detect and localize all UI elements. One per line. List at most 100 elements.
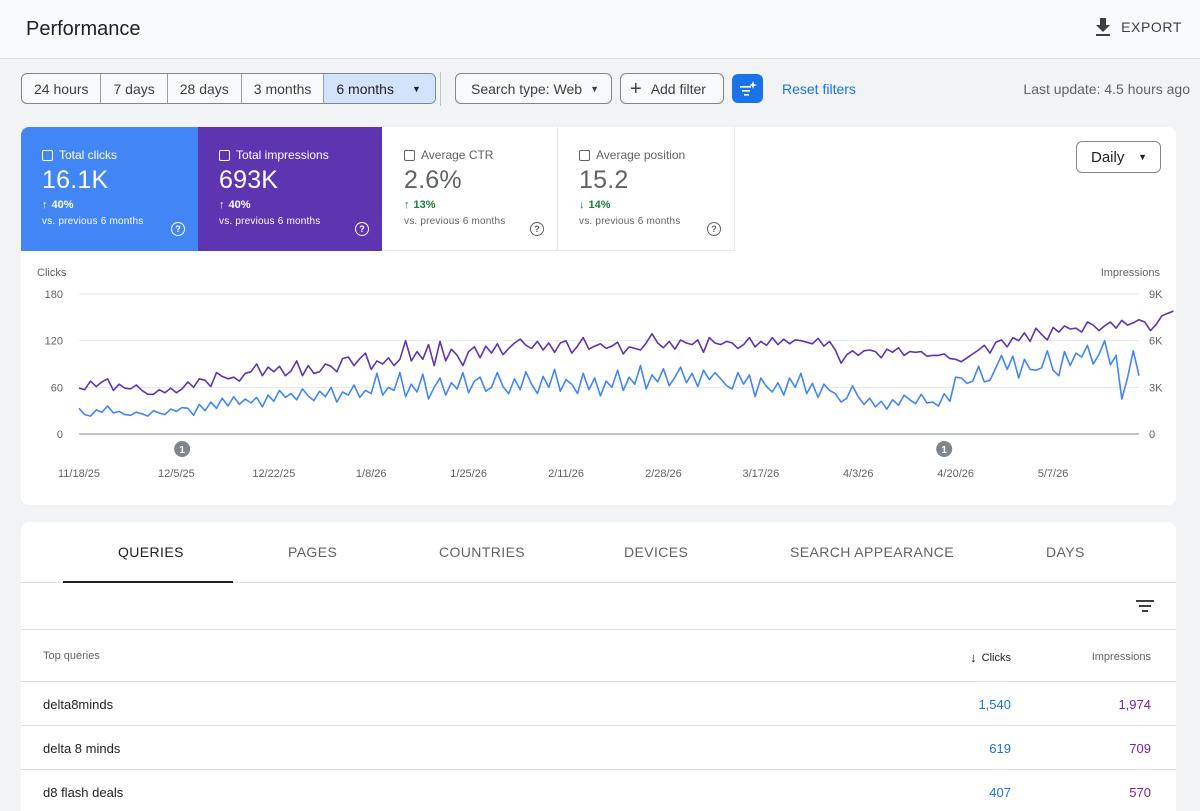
table-row[interactable]: d8 flash deals 407 570 (21, 770, 1176, 811)
metric-card-average-position[interactable]: Average position 15.2 ↓ 14% vs. previous… (558, 127, 735, 251)
add-filter-button[interactable]: + Add filter (620, 73, 724, 104)
left-axis-tick-label: 60 (51, 382, 63, 394)
right-axis-tick-label: 3K (1149, 382, 1163, 394)
export-button[interactable]: EXPORT (1095, 18, 1182, 36)
add-filter-label: Add filter (650, 80, 706, 97)
caret-down-icon: ▼ (1138, 152, 1147, 162)
arrow-down-icon: ↓ (579, 199, 585, 211)
date-range-7-days[interactable]: 7 days (101, 74, 168, 103)
metric-card-average-ctr[interactable]: Average CTR 2.6% ↑ 13% vs. previous 6 mo… (383, 127, 558, 251)
granularity-dropdown[interactable]: Daily ▼ (1076, 141, 1161, 173)
caret-down-icon: ▼ (590, 83, 599, 94)
date-range-6-months[interactable]: 6 months ▼ (324, 74, 435, 103)
x-axis-tick-label: 11/18/25 (58, 468, 100, 480)
metric-compare: vs. previous 6 months (579, 216, 681, 227)
search-type-dropdown[interactable]: Search type: Web ▼ (455, 73, 612, 104)
query-cell: d8 flash deals (43, 785, 124, 800)
arrow-up-icon: ↑ (42, 199, 48, 211)
column-header-clicks-label: Clicks (981, 651, 1011, 664)
divider (440, 72, 441, 106)
metric-label-row: Average CTR (404, 148, 536, 162)
export-label: EXPORT (1121, 19, 1182, 35)
metric-value: 15.2 (579, 166, 629, 194)
x-axis-tick-label: 1/25/26 (450, 468, 487, 480)
sort-down-arrow-icon: ↓ (970, 650, 977, 665)
data-table-card: QUERIES PAGES COUNTRIES DEVICES SEARCH A… (21, 522, 1176, 811)
tab-search-appearance[interactable]: SEARCH APPEARANCE (790, 544, 954, 560)
clicks-cell: 619 (989, 741, 1011, 756)
date-range-3-months[interactable]: 3 months (242, 74, 325, 103)
tab-devices[interactable]: DEVICES (624, 544, 689, 560)
table-row[interactable]: delta 8 minds 619 709 (21, 726, 1176, 770)
date-range-28-days[interactable]: 28 days (168, 74, 242, 103)
search-type-label: Search type: Web (471, 80, 583, 97)
metric-card-total-clicks[interactable]: Total clicks 16.1K ↑ 40% vs. previous 6 … (21, 127, 198, 251)
metric-change-value: 40% (228, 199, 251, 211)
performance-chart-card: Total clicks 16.1K ↑ 40% vs. previous 6 … (21, 127, 1176, 505)
left-axis-tick-label: 120 (45, 336, 63, 348)
date-range-24-hours[interactable]: 24 hours (22, 74, 102, 103)
download-icon (1096, 18, 1111, 36)
table-toolbar (21, 583, 1176, 630)
last-update-text: Last update: 4.5 hours ago (1023, 81, 1190, 97)
annotation-label: 1 (179, 445, 185, 456)
plus-icon: + (630, 77, 642, 100)
metric-compare: vs. previous 6 months (42, 216, 144, 227)
metric-value: 16.1K (42, 166, 109, 194)
checkbox-icon (219, 149, 230, 161)
left-axis-tick-label: 0 (57, 429, 63, 441)
help-icon[interactable]: ? (530, 222, 544, 236)
help-icon[interactable]: ? (707, 222, 721, 236)
x-axis-tick-label: 4/20/26 (937, 468, 974, 480)
annotation-marker[interactable] (174, 441, 191, 457)
tab-countries[interactable]: COUNTRIES (439, 544, 526, 560)
table-row[interactable]: delta8minds 1,540 1,974 (21, 682, 1176, 726)
header: Performance EXPORT (0, 0, 1200, 59)
checkbox-icon (404, 149, 415, 161)
annotation-marker[interactable] (936, 441, 953, 457)
metric-change-value: 13% (413, 199, 436, 211)
help-icon[interactable]: ? (355, 222, 369, 236)
checkbox-icon (42, 149, 53, 161)
help-icon[interactable]: ? (171, 222, 185, 236)
ai-filter-button[interactable] (732, 74, 763, 103)
date-range-6-months-label: 6 months (336, 80, 394, 97)
metric-label-row: Average position (579, 148, 713, 162)
metric-label: Total clicks (59, 148, 118, 162)
metric-change-value: 40% (51, 199, 74, 211)
annotation-label: 1 (941, 445, 947, 456)
performance-line-chart[interactable]: 180 9K 120 6K 60 3K 0 0 Clicks Impressions 11/18/2… (21, 257, 1176, 497)
series-line-clicks (78, 339, 1140, 417)
clicks-cell: 1,540 (978, 697, 1011, 712)
metric-change: ↑ 13% (404, 199, 536, 211)
arrow-up-icon: ↑ (219, 199, 225, 211)
metric-compare: vs. previous 6 months (404, 216, 506, 227)
column-header-impressions[interactable]: Impressions (1091, 651, 1151, 663)
metric-change: ↓ 14% (579, 199, 713, 211)
metric-card-total-impressions[interactable]: Total impressions 693K ↑ 40% vs. previou… (198, 127, 382, 251)
filter-rows-icon[interactable] (1136, 599, 1154, 613)
metric-label: Average position (596, 148, 686, 162)
caret-down-icon: ▼ (411, 83, 421, 94)
column-header-clicks[interactable]: ↓ Clicks (970, 650, 1011, 665)
clicks-cell: 407 (989, 785, 1011, 800)
metric-label-row: Total impressions (219, 148, 361, 162)
query-cell: delta8minds (43, 697, 114, 712)
tab-queries[interactable]: QUERIES (118, 544, 184, 560)
tab-pages[interactable]: PAGES (288, 544, 338, 560)
impressions-cell: 570 (1129, 785, 1151, 800)
tab-days[interactable]: DAYS (1046, 544, 1085, 560)
query-cell: delta 8 minds (43, 741, 121, 756)
reset-filters-link[interactable]: Reset filters (782, 81, 856, 97)
active-tab-indicator (63, 581, 233, 583)
column-header-queries: Top queries (43, 650, 100, 662)
dimension-tabs: QUERIES PAGES COUNTRIES DEVICES SEARCH A… (21, 522, 1176, 583)
table-header: Top queries ↓ Clicks Impressions (21, 631, 1176, 682)
impressions-cell: 1,974 (1118, 697, 1151, 712)
x-axis-tick-label: 1/8/26 (356, 468, 387, 480)
sparkle-filter-icon (739, 80, 757, 96)
metric-label: Average CTR (421, 148, 494, 162)
metric-label: Total impressions (236, 148, 329, 162)
metric-value: 2.6% (404, 166, 462, 194)
x-axis-tick-label: 2/28/26 (645, 468, 682, 480)
